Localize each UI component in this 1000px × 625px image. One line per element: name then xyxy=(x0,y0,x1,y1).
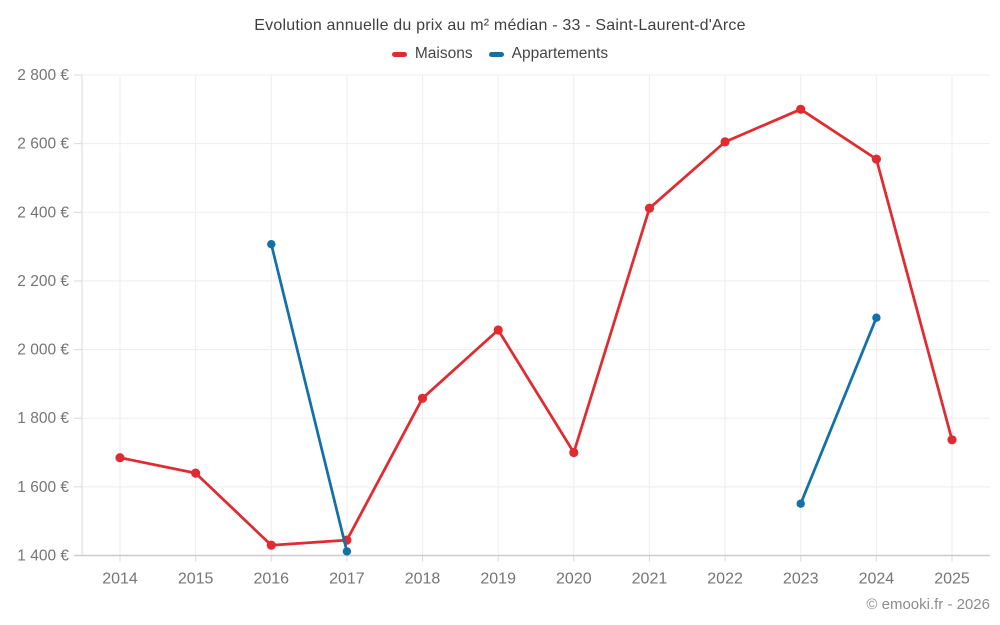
y-tick-label: 2 400 € xyxy=(17,204,69,221)
chart-title: Evolution annuelle du prix au m² médian … xyxy=(254,17,746,34)
maisons-data-point[interactable] xyxy=(720,137,730,147)
legend-item-maisons[interactable]: Maisons xyxy=(391,45,473,63)
maisons-data-point[interactable] xyxy=(417,393,428,403)
appartements-series-swatch-icon xyxy=(488,51,504,57)
appartements-line xyxy=(269,242,878,553)
appartements-data-point[interactable] xyxy=(342,547,352,556)
appartements-data-point[interactable] xyxy=(872,313,881,322)
maisons-data-point[interactable] xyxy=(947,435,957,445)
x-tick-label: 2020 xyxy=(556,571,592,588)
legend-item-appartements[interactable]: Appartements xyxy=(488,45,609,63)
maisons-data-point[interactable] xyxy=(266,540,276,550)
x-tick-label: 2025 xyxy=(934,571,970,588)
chart-legend: Maisons Appartements xyxy=(0,45,1000,63)
appartements-data-point[interactable] xyxy=(796,499,805,508)
x-tick-label: 2015 xyxy=(178,571,214,588)
maisons-data-point[interactable] xyxy=(871,154,882,164)
legend-label-appartements: Appartements xyxy=(511,45,609,62)
legend-label-maisons: Maisons xyxy=(414,45,473,62)
y-tick-label: 1 800 € xyxy=(17,410,69,427)
maisons-data-point[interactable] xyxy=(644,203,655,213)
y-tick-label: 2 800 € xyxy=(17,67,69,84)
x-tick-label: 2014 xyxy=(102,571,138,588)
y-tick-label: 2 600 € xyxy=(17,136,69,153)
maisons-data-point[interactable] xyxy=(569,447,579,458)
x-tick-label: 2024 xyxy=(859,571,895,588)
maisons-data-point[interactable] xyxy=(191,468,201,478)
maisons-data-point[interactable] xyxy=(493,325,503,335)
x-tick-label: 2022 xyxy=(707,571,743,588)
x-tick-label: 2019 xyxy=(480,571,516,588)
maisons-line xyxy=(118,107,954,547)
y-tick-label: 2 200 € xyxy=(17,273,69,290)
maisons-data-point[interactable] xyxy=(115,453,125,463)
maisons-data-point[interactable] xyxy=(796,104,806,114)
y-tick-label: 1 600 € xyxy=(17,479,69,496)
x-tick-label: 2017 xyxy=(329,571,365,588)
x-tick-label: 2016 xyxy=(253,571,289,588)
appartements-data-point[interactable] xyxy=(267,240,276,249)
x-tick-label: 2018 xyxy=(405,571,441,588)
y-tick-label: 1 400 € xyxy=(17,548,69,565)
y-tick-label: 2 000 € xyxy=(17,342,69,359)
x-tick-label: 2023 xyxy=(783,571,819,588)
maisons-series-swatch-icon xyxy=(391,51,407,57)
footer-credit: © emooki.fr - 2026 xyxy=(866,596,990,613)
x-tick-label: 2021 xyxy=(632,571,668,588)
